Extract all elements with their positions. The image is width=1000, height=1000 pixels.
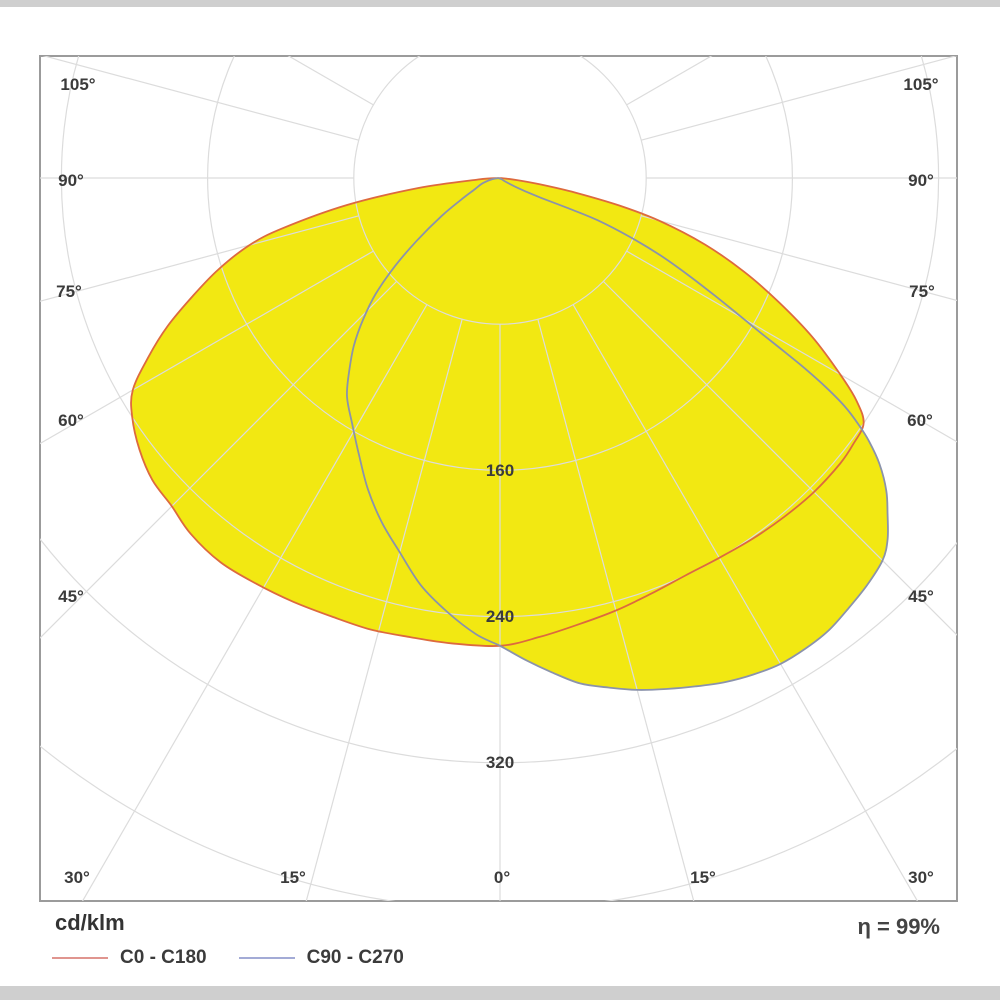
angle-tick-label: 60° bbox=[907, 411, 933, 430]
angle-tick-label: 0° bbox=[494, 868, 510, 887]
chart-footer: cd/klm η = 99% C0 - C180 C90 - C270 bbox=[0, 905, 1000, 980]
grid-spoke bbox=[602, 280, 957, 636]
angle-tick-label: 90° bbox=[908, 171, 934, 190]
curve-C0-C180 bbox=[130, 177, 865, 647]
grid-spoke bbox=[40, 215, 359, 302]
angle-tick-label: 75° bbox=[909, 282, 935, 301]
angle-tick-label: 75° bbox=[56, 282, 82, 301]
legend-label: C90 - C270 bbox=[306, 947, 404, 968]
grid-spoke bbox=[626, 250, 957, 443]
radial-tick-label: 160 bbox=[486, 461, 514, 480]
angle-tick-label: 45° bbox=[58, 587, 84, 606]
top-edge-strip bbox=[0, 0, 1000, 7]
grid-spoke bbox=[641, 56, 957, 141]
angle-tick-label: 90° bbox=[58, 171, 84, 190]
legend-item-c90-c270: C90 - C270 bbox=[238, 947, 404, 969]
radial-tick-label: 320 bbox=[486, 753, 514, 772]
grid-spoke bbox=[81, 304, 428, 901]
angle-tick-label: 45° bbox=[908, 587, 934, 606]
grid-spoke bbox=[40, 250, 374, 445]
legend: C0 - C180 C90 - C270 bbox=[52, 947, 404, 969]
angle-tick-label: 30° bbox=[64, 868, 90, 887]
units-label: cd/klm bbox=[55, 910, 125, 935]
c0-c180-line-swatch bbox=[52, 957, 108, 959]
radial-tick-label: 240 bbox=[486, 607, 514, 626]
grid-spoke bbox=[537, 319, 695, 901]
angle-tick-label: 15° bbox=[280, 868, 306, 887]
angle-tick-label: 60° bbox=[58, 411, 84, 430]
c90-c270-line-swatch bbox=[238, 957, 295, 959]
angle-tick-label: 105° bbox=[60, 75, 95, 94]
angle-tick-label: 30° bbox=[908, 868, 934, 887]
angle-tick-label: 15° bbox=[690, 868, 716, 887]
grid-spoke bbox=[42, 56, 359, 141]
intensity-fill bbox=[346, 178, 889, 690]
grid-spoke bbox=[305, 319, 463, 901]
grid-spoke bbox=[641, 215, 957, 302]
legend-label: C0 - C180 bbox=[120, 947, 207, 968]
grid-spoke bbox=[572, 304, 919, 901]
grid-spoke bbox=[40, 280, 398, 639]
efficiency-label: η = 99% bbox=[857, 914, 940, 939]
angle-tick-label: 105° bbox=[903, 75, 938, 94]
curve-C90-C270 bbox=[346, 177, 889, 691]
legend-item-c0-c180: C0 - C180 bbox=[52, 947, 207, 969]
bottom-edge-strip bbox=[0, 986, 1000, 1000]
